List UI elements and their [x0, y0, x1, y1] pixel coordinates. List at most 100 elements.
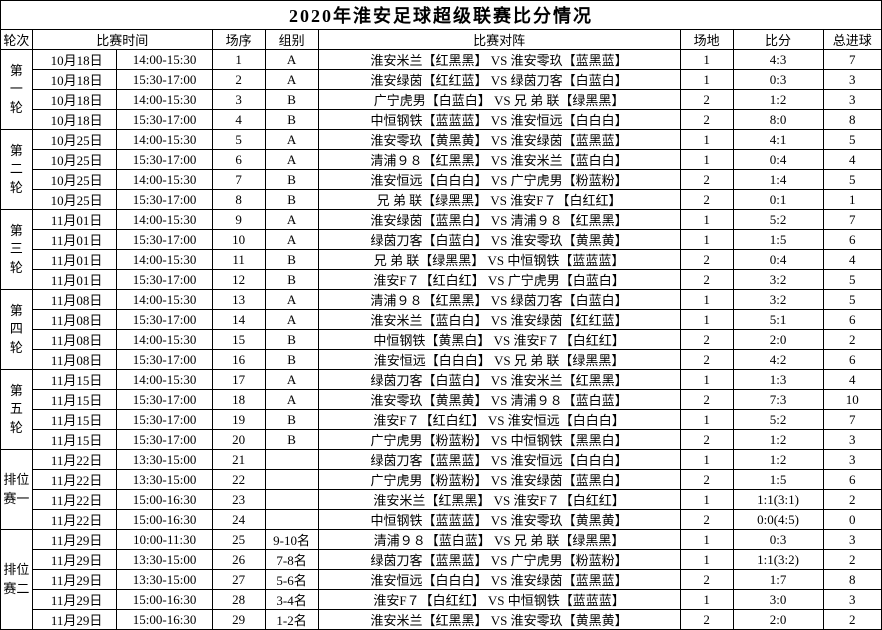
cell-date: 11月22日 [32, 470, 117, 490]
cell-venue: 2 [680, 110, 733, 130]
cell-time: 14:00-15:30 [117, 250, 212, 270]
cell-seq: 19 [212, 410, 265, 430]
cell-seq: 17 [212, 370, 265, 390]
cell-venue: 2 [680, 390, 733, 410]
cell-seq: 26 [212, 550, 265, 570]
cell-group [265, 450, 318, 470]
cell-date: 11月15日 [32, 410, 117, 430]
cell-venue: 2 [680, 470, 733, 490]
cell-group: 1-2名 [265, 610, 318, 630]
cell-score: 3:2 [733, 290, 823, 310]
cell-venue: 1 [680, 550, 733, 570]
cell-date: 10月25日 [32, 150, 117, 170]
hdr-matchup: 比赛对阵 [318, 30, 680, 50]
hdr-group: 组别 [265, 30, 318, 50]
cell-score: 0:3 [733, 530, 823, 550]
hdr-round: 轮次 [1, 30, 33, 50]
cell-seq: 7 [212, 170, 265, 190]
table-row: 11月15日15:30-17:0019B淮安F７【红白红】 VS 淮安恒远【白白… [1, 410, 882, 430]
cell-goals: 2 [823, 330, 881, 350]
cell-goals: 3 [823, 430, 881, 450]
cell-goals: 6 [823, 350, 881, 370]
cell-score: 1:1(3:1) [733, 490, 823, 510]
cell-date: 10月18日 [32, 70, 117, 90]
cell-date: 11月29日 [32, 610, 117, 630]
cell-group: A [265, 50, 318, 70]
cell-date: 10月25日 [32, 170, 117, 190]
cell-matchup: 中恒钢铁【蓝蓝蓝】 VS 淮安恒远【白白白】 [318, 110, 680, 130]
cell-time: 15:00-16:30 [117, 610, 212, 630]
cell-score: 0:3 [733, 70, 823, 90]
cell-goals: 2 [823, 550, 881, 570]
cell-venue: 1 [680, 310, 733, 330]
round-label: 排位赛二 [1, 530, 33, 630]
cell-matchup: 广宁虎男【粉蓝粉】 VS 中恒钢铁【黑黑白】 [318, 430, 680, 450]
cell-goals: 5 [823, 170, 881, 190]
cell-seq: 4 [212, 110, 265, 130]
table-row: 11月15日15:30-17:0020B广宁虎男【粉蓝粉】 VS 中恒钢铁【黑黑… [1, 430, 882, 450]
table-row: 排位赛一11月22日13:30-15:0021绿茵刀客【蓝黑蓝】 VS 淮安恒远… [1, 450, 882, 470]
cell-seq: 10 [212, 230, 265, 250]
cell-time: 14:00-15:30 [117, 370, 212, 390]
cell-score: 1:7 [733, 570, 823, 590]
cell-goals: 10 [823, 390, 881, 410]
cell-venue: 2 [680, 350, 733, 370]
cell-venue: 1 [680, 290, 733, 310]
cell-group: B [265, 430, 318, 450]
header-row: 轮次 比赛时间 场序 组别 比赛对阵 场地 比分 总进球 [1, 30, 882, 50]
table-row: 11月22日15:00-16:3023淮安米兰【红黑黑】 VS 淮安F７【白红红… [1, 490, 882, 510]
cell-seq: 18 [212, 390, 265, 410]
cell-group: B [265, 410, 318, 430]
cell-venue: 2 [680, 430, 733, 450]
cell-date: 11月01日 [32, 210, 117, 230]
table-row: 11月08日15:30-17:0016B淮安恒远【白白白】 VS 兄 弟 联【绿… [1, 350, 882, 370]
table-row: 11月01日15:30-17:0010A绿茵刀客【白蓝白】 VS 淮安零玖【黄黑… [1, 230, 882, 250]
cell-group: B [265, 110, 318, 130]
cell-goals: 8 [823, 110, 881, 130]
cell-goals: 2 [823, 490, 881, 510]
hdr-matchtime: 比赛时间 [32, 30, 212, 50]
cell-score: 4:2 [733, 350, 823, 370]
cell-goals: 3 [823, 450, 881, 470]
cell-score: 3:2 [733, 270, 823, 290]
cell-goals: 6 [823, 230, 881, 250]
cell-score: 1:5 [733, 230, 823, 250]
cell-group: A [265, 130, 318, 150]
cell-venue: 1 [680, 50, 733, 70]
cell-seq: 13 [212, 290, 265, 310]
cell-goals: 3 [823, 90, 881, 110]
table-row: 第四轮11月08日14:00-15:3013A清浦９８【红黑黑】 VS 绿茵刀客… [1, 290, 882, 310]
cell-seq: 8 [212, 190, 265, 210]
cell-score: 1:4 [733, 170, 823, 190]
cell-time: 14:00-15:30 [117, 130, 212, 150]
cell-venue: 1 [680, 410, 733, 430]
table-row: 排位赛二11月29日10:00-11:30259-10名清浦９８【蓝白蓝】 VS… [1, 530, 882, 550]
cell-group: 3-4名 [265, 590, 318, 610]
cell-venue: 1 [680, 130, 733, 150]
table-row: 10月25日14:00-15:307B淮安恒远【白白白】 VS 广宁虎男【粉蓝粉… [1, 170, 882, 190]
cell-group: B [265, 330, 318, 350]
cell-goals: 7 [823, 410, 881, 430]
cell-venue: 1 [680, 150, 733, 170]
cell-date: 11月01日 [32, 230, 117, 250]
cell-group: B [265, 270, 318, 290]
cell-score: 3:0 [733, 590, 823, 610]
cell-time: 15:30-17:00 [117, 390, 212, 410]
cell-seq: 27 [212, 570, 265, 590]
league-score-table: 2020年淮安足球超级联赛比分情况 轮次 比赛时间 场序 组别 比赛对阵 场地 … [0, 0, 882, 630]
cell-time: 15:30-17:00 [117, 190, 212, 210]
cell-date: 11月01日 [32, 270, 117, 290]
cell-score: 2:0 [733, 330, 823, 350]
cell-matchup: 广宁虎男【粉蓝粉】 VS 淮安绿茵【蓝黑白】 [318, 470, 680, 490]
round-label: 第二轮 [1, 130, 33, 210]
cell-matchup: 清浦９８【红黑黑】 VS 绿茵刀客【白蓝白】 [318, 290, 680, 310]
cell-date: 11月08日 [32, 330, 117, 350]
cell-group [265, 470, 318, 490]
cell-matchup: 淮安绿茵【红红蓝】 VS 绿茵刀客【白蓝白】 [318, 70, 680, 90]
cell-goals: 5 [823, 270, 881, 290]
cell-venue: 1 [680, 210, 733, 230]
cell-time: 15:30-17:00 [117, 270, 212, 290]
cell-time: 15:30-17:00 [117, 150, 212, 170]
cell-date: 10月18日 [32, 50, 117, 70]
cell-goals: 4 [823, 250, 881, 270]
